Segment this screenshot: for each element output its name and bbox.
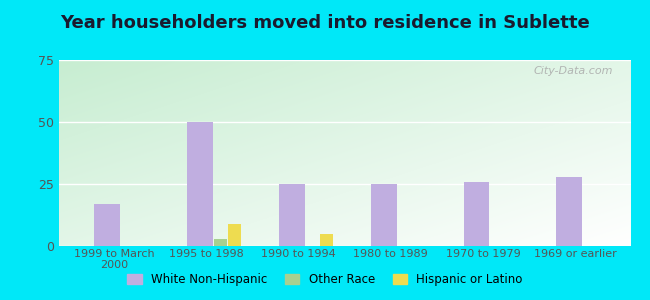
Text: City-Data.com: City-Data.com bbox=[534, 66, 614, 76]
Bar bbox=[371, 184, 397, 246]
Bar bbox=[228, 224, 241, 246]
Bar bbox=[214, 238, 227, 246]
Legend: White Non-Hispanic, Other Race, Hispanic or Latino: White Non-Hispanic, Other Race, Hispanic… bbox=[123, 269, 527, 291]
Bar bbox=[463, 182, 489, 246]
Bar bbox=[187, 122, 213, 246]
Bar bbox=[279, 184, 305, 246]
Bar bbox=[556, 177, 582, 246]
Bar bbox=[94, 204, 120, 246]
Text: Year householders moved into residence in Sublette: Year householders moved into residence i… bbox=[60, 14, 590, 32]
Bar bbox=[320, 234, 333, 246]
